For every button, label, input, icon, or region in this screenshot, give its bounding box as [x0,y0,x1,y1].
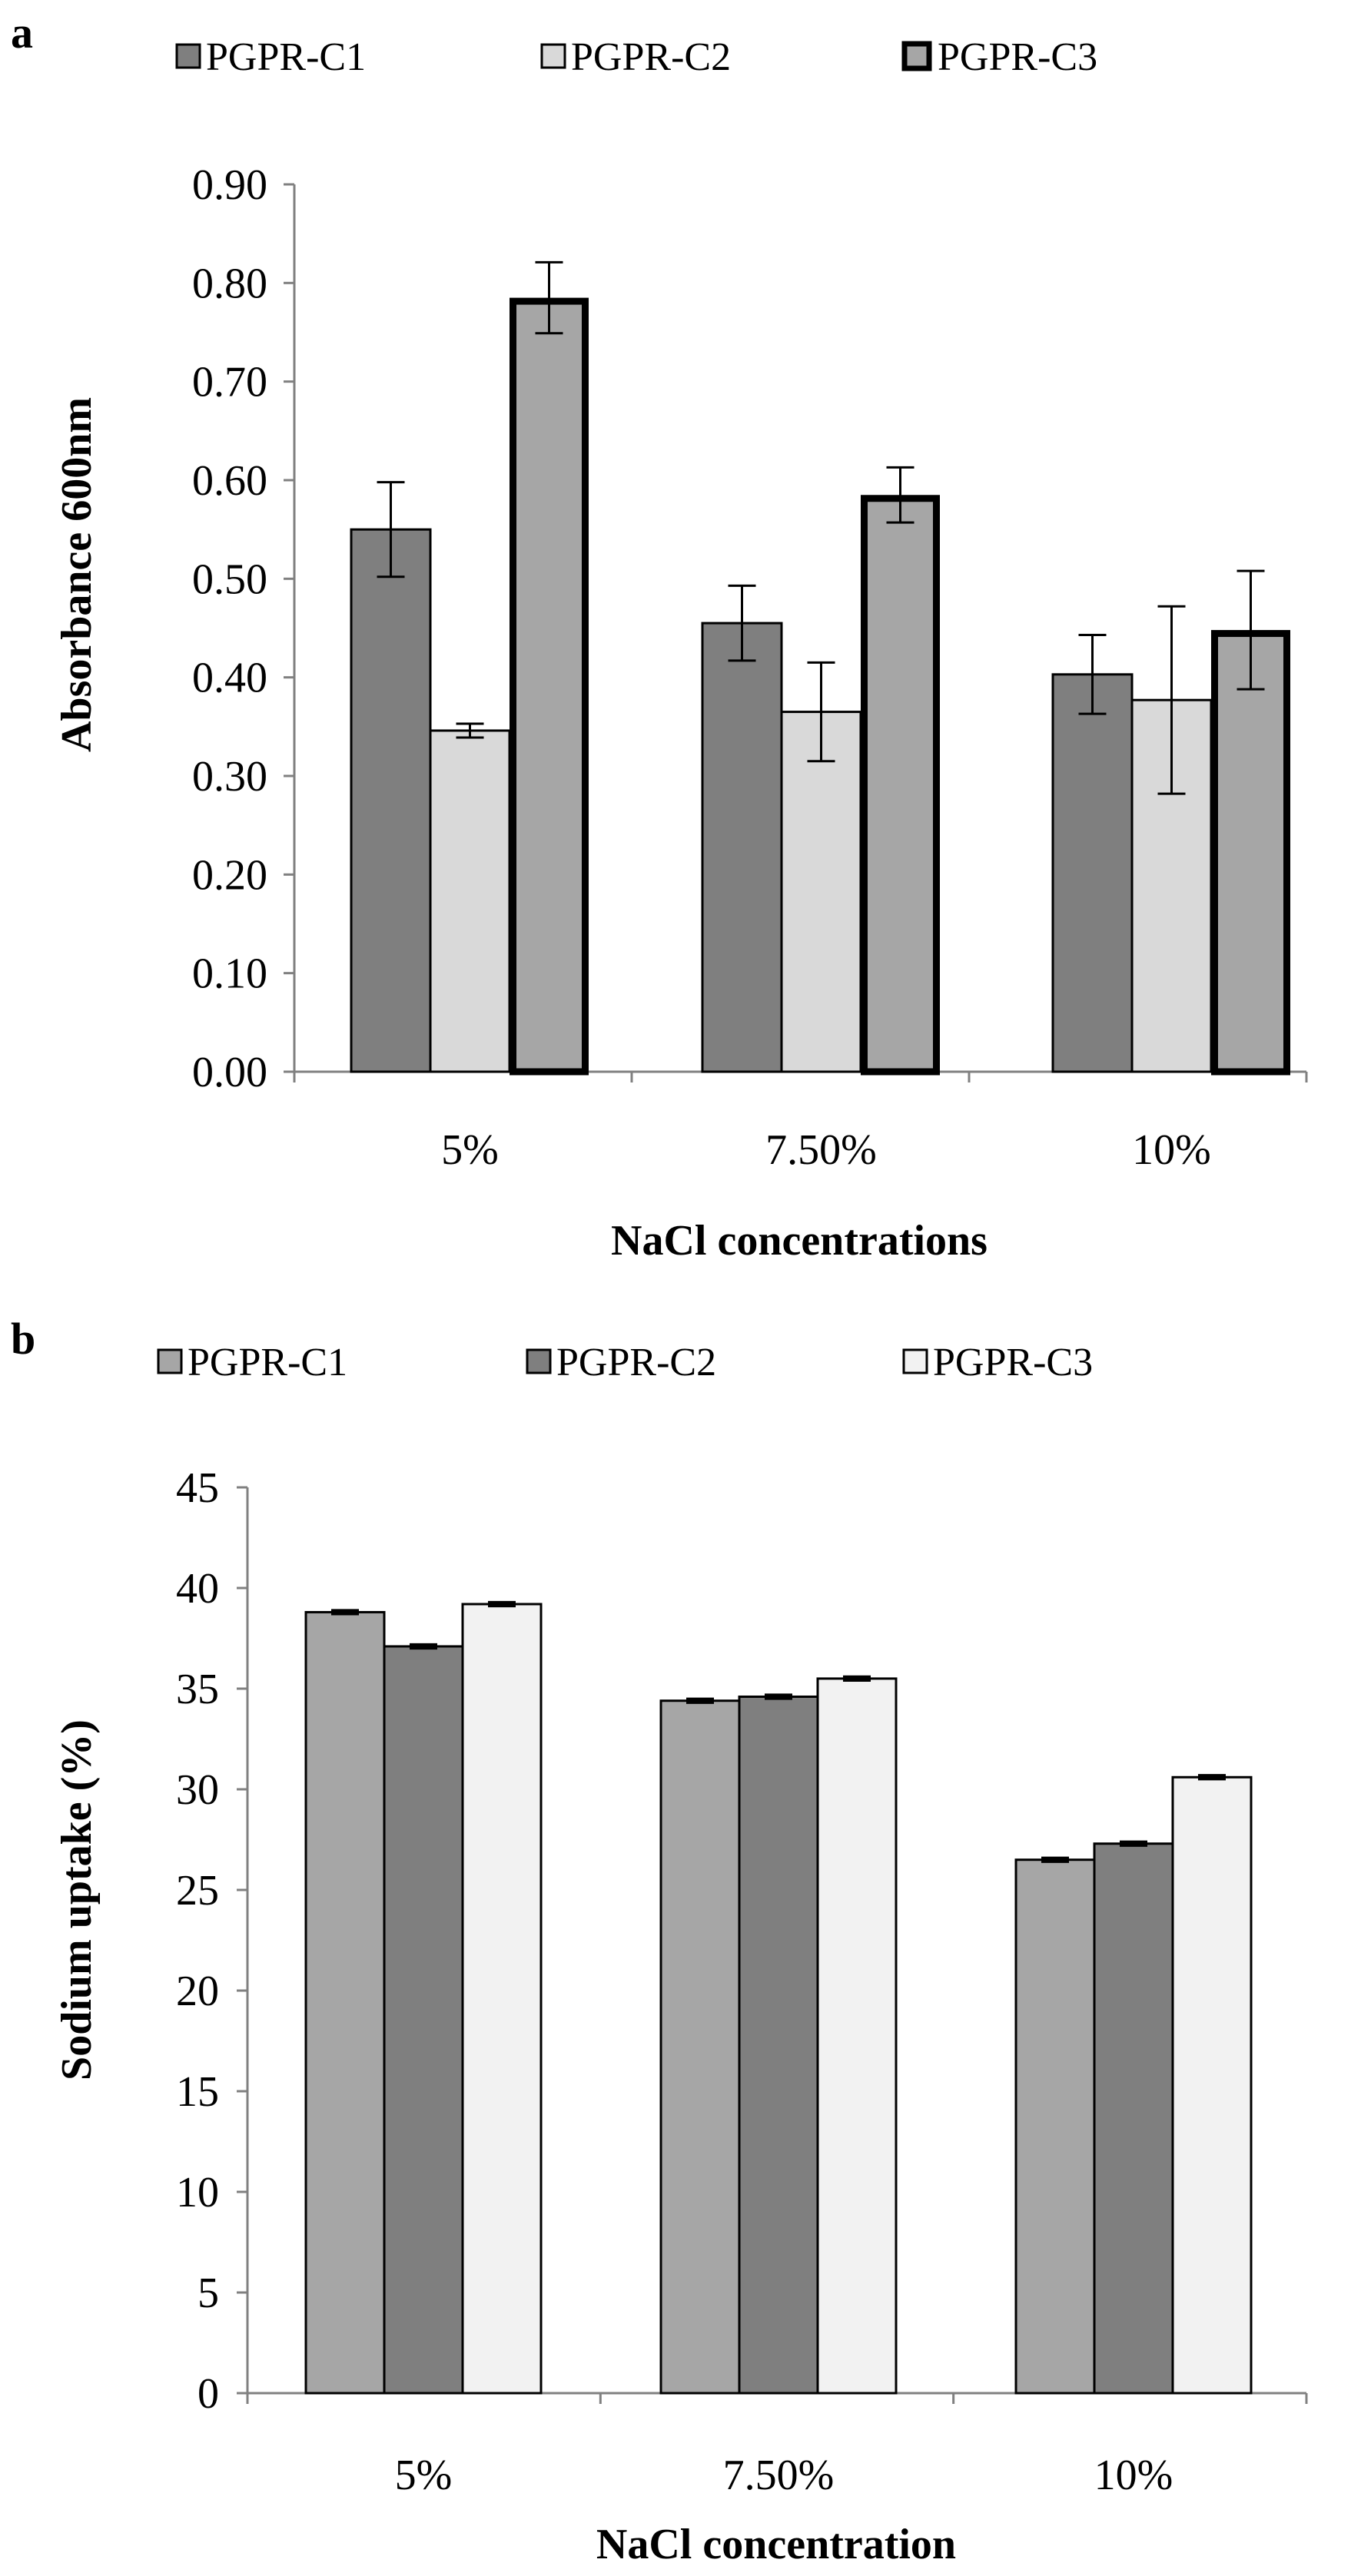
panel-a-error-bars [377,260,1265,795]
panel-b-y-tick-label: 5 [198,2269,219,2317]
panel-b: b PGPR-C1 PGPR-C2 PGPR-C3 Sodium uptake … [11,1314,1308,2568]
panel-b-bar-pgpr-c1-3 [1014,1858,1096,2395]
panel-a-bar-pgpr-c1-1 [350,528,432,1073]
panel-b-y-tick-label: 0 [198,2370,219,2418]
panel-a-y-tick-label: 0.10 [192,950,267,998]
panel-a-x-axis-title: NaCl concentrations [611,1217,988,1265]
legend-a-label-c1: PGPR-C1 [206,35,366,79]
panel-b-ticks [237,1486,1308,2404]
panel-b-y-tick-label: 40 [176,1565,219,1613]
legend-b-swatch-c1 [157,1348,183,1374]
panel-a-error-bar [456,722,484,739]
panel-a-error-bar [807,661,835,763]
panel-a-bars [350,297,1290,1076]
legend-b-label-c2: PGPR-C2 [556,1341,716,1384]
panel-a-label: a [11,8,33,58]
panel-b-error-bar [410,1643,437,1650]
panel-a-bar-pgpr-c1-3 [1051,673,1134,1073]
panel-b-y-tick-label: 45 [176,1464,219,1512]
panel-b-y-tick-label: 30 [176,1766,219,1814]
legend-a-swatch-c3 [901,41,932,71]
panel-a-x-tick-label: 5% [441,1126,499,1174]
panel-b-error-bar [331,1609,359,1616]
panel-b-bar-pgpr-c3-2 [816,1677,898,2395]
panel-b-x-tick-label: 5% [395,2452,453,2499]
panel-b-bar-pgpr-c2-3 [1093,1842,1174,2395]
panel-b-bar-pgpr-c2-1 [383,1645,464,2395]
panel-a-y-tick-label: 0.90 [192,161,267,209]
panel-b-y-tick-label: 15 [176,2068,219,2116]
panel-a-y-tick-label: 0.50 [192,555,267,603]
panel-b-error-bar [843,1675,871,1683]
panel-a-error-bar [1078,633,1107,715]
panel-a-error-bar [1237,569,1265,691]
panel-b-error-bar [1198,1774,1226,1781]
panel-a-bar-pgpr-c1-2 [701,622,783,1073]
panel-a-x-tick-label: 10% [1132,1126,1211,1174]
panel-b-x-tick-labels: 5% 7.50% 10% [395,2452,1173,2499]
panel-b-x-tick-label: 10% [1094,2452,1173,2499]
panel-a-bar-pgpr-c3-3 [1211,630,1290,1076]
panel-b-x-axis-title: NaCl concentration [596,2521,956,2568]
panel-a-error-bar [377,481,405,579]
panel-a-y-tick-label: 0.70 [192,359,267,406]
panel-a-bar-pgpr-c3-1 [510,297,589,1076]
panel-b-y-tick-label: 20 [176,1968,219,2015]
legend-b-label-c1: PGPR-C1 [188,1341,347,1384]
panel-a-bar-pgpr-c3-2 [861,495,940,1076]
panel-a-bar-pgpr-c2-3 [1130,698,1213,1073]
panel-b-error-bar [686,1697,714,1704]
panel-a-error-bar [728,584,756,662]
panel-a-error-bar [886,466,915,524]
panel-b-y-tick-label: 25 [176,1867,219,1915]
panel-b-x-tick-label: 7.50% [723,2452,835,2499]
legend-a-label-c2: PGPR-C2 [571,35,731,79]
panel-a-y-axis-title: Absorbance 600nm [53,397,101,752]
panel-b-error-bar [765,1693,792,1700]
panel-b-error-bar [1120,1840,1147,1847]
panel-b-error-bar [1041,1856,1069,1863]
panel-a-error-bar [535,260,563,335]
legend-b-swatch-c2 [526,1348,552,1374]
panel-b-bar-pgpr-c3-3 [1171,1775,1253,2395]
panel-b-bar-pgpr-c1-2 [659,1699,741,2395]
panel-a: a PGPR-C1 PGPR-C2 PGPR-C3 Absorbance 600… [11,8,1308,1265]
panel-a-error-bar [1157,605,1186,795]
panel-a-y-tick-labels: 0.00 0.10 0.20 0.30 0.40 0.50 0.60 0.70 … [192,161,267,1096]
panel-b-bar-pgpr-c1-1 [304,1610,386,2395]
panel-a-y-tick-label: 0.00 [192,1049,267,1096]
panel-a-y-tick-label: 0.80 [192,260,267,307]
panel-a-bar-pgpr-c2-2 [780,711,862,1073]
panel-a-bar-pgpr-c2-1 [429,729,511,1073]
panel-b-error-bar [488,1600,516,1608]
panel-b-label: b [11,1314,35,1364]
legend-a-swatch-c2 [540,43,566,69]
panel-b-error-bars [331,1600,1226,1863]
legend-b-swatch-c3 [902,1348,928,1374]
panel-b-y-tick-label: 35 [176,1666,219,1713]
panel-b-legend: PGPR-C1 PGPR-C2 PGPR-C3 [157,1341,1093,1384]
panel-a-ticks [284,183,1308,1082]
panel-a-x-tick-labels: 5% 7.50% 10% [441,1126,1211,1174]
panel-a-legend: PGPR-C1 PGPR-C2 PGPR-C3 [175,35,1097,79]
panel-a-y-tick-label: 0.60 [192,457,267,505]
panel-a-x-tick-label: 7.50% [765,1126,877,1174]
panel-b-y-axis-title: Sodium uptake (%) [53,1719,101,2080]
panel-b-bars [304,1603,1253,2395]
panel-a-y-tick-label: 0.40 [192,655,267,702]
panel-b-y-tick-labels: 0 5 10 15 20 25 30 35 40 45 [176,1464,219,2418]
panel-b-bar-pgpr-c3-1 [461,1603,543,2395]
panel-b-bar-pgpr-c2-2 [738,1695,819,2395]
legend-a-label-c3: PGPR-C3 [938,35,1097,79]
panel-b-y-tick-label: 10 [176,2169,219,2216]
panel-a-y-tick-label: 0.20 [192,851,267,899]
panel-a-y-tick-label: 0.30 [192,753,267,801]
legend-b-label-c3: PGPR-C3 [933,1341,1093,1384]
legend-a-swatch-c1 [175,43,201,69]
